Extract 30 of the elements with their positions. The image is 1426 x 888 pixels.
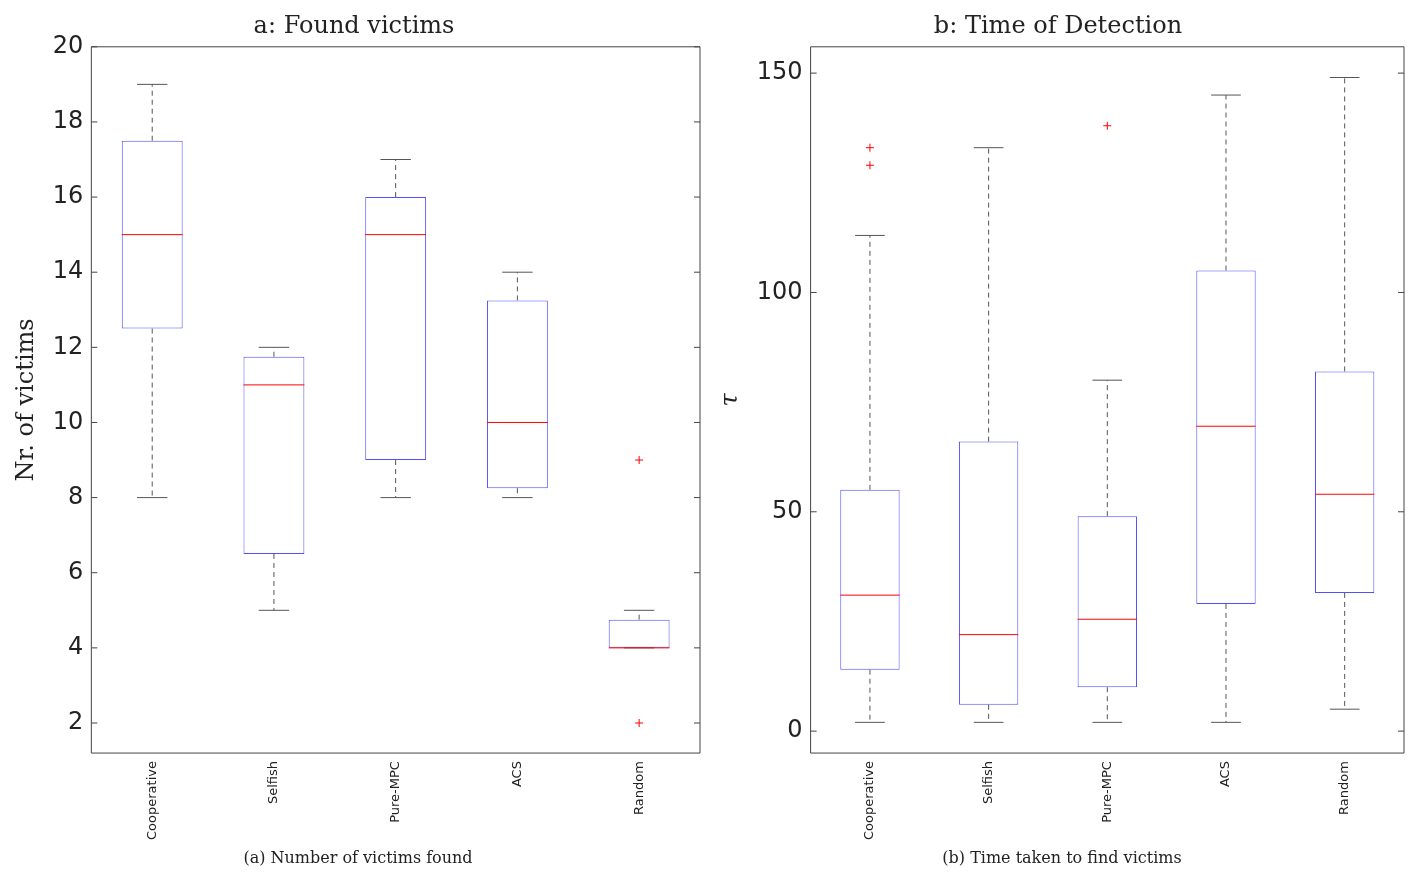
chart-title: b: Time of Detection — [933, 10, 1183, 39]
x-tick-label: Random — [630, 761, 646, 815]
y-tick-label: 100 — [756, 276, 803, 305]
x-tick-label: Selfish — [265, 761, 281, 805]
text: (a) Number of victims found — [243, 848, 473, 867]
y-axis-title: τ — [714, 392, 743, 407]
x-tick-label: ACS — [1217, 761, 1233, 788]
y-tick-label: 4 — [68, 632, 84, 661]
chart-title: a: Found victims — [253, 10, 455, 39]
y-axis-title: Nr. of victims — [10, 318, 39, 482]
y-tick-label: 20 — [52, 31, 84, 60]
x-tick-label: ACS — [508, 761, 524, 788]
x-tick-label: Pure-MPC — [387, 761, 403, 823]
x-tick-label: Pure-MPC — [1098, 761, 1114, 823]
y-tick-label: 50 — [772, 496, 803, 525]
y-tick-label: 0 — [787, 715, 803, 744]
y-tick-label: 150 — [756, 57, 803, 86]
y-tick-label: 8 — [68, 481, 84, 510]
y-tick-label: 2 — [68, 707, 84, 736]
y-tick-label: 16 — [52, 181, 84, 210]
y-tick-label: 14 — [52, 256, 84, 285]
y-tick-label: 10 — [52, 406, 84, 435]
x-tick-label: Cooperative — [143, 761, 159, 841]
y-tick-label: 12 — [52, 331, 84, 360]
y-tick-label: 18 — [52, 106, 84, 135]
x-tick-label: Selfish — [980, 761, 995, 805]
x-tick-label: Random — [1336, 761, 1352, 815]
text: (b) Time taken to find victims — [942, 848, 1182, 867]
y-tick-label: 6 — [68, 556, 84, 585]
x-tick-label: Cooperative — [861, 761, 877, 841]
